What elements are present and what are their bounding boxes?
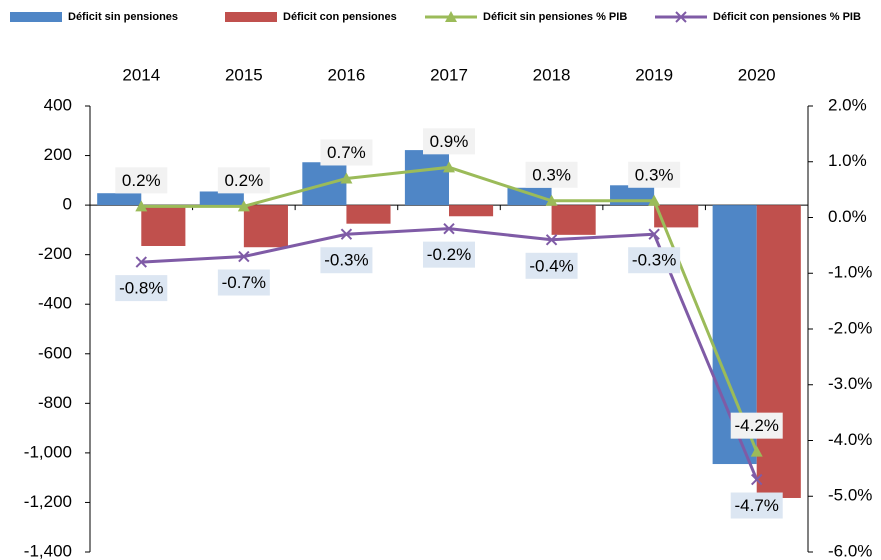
marker [443, 161, 455, 173]
y-tick-label: 0 [63, 195, 72, 214]
marker [340, 228, 353, 240]
y-tick-label: 400 [44, 95, 72, 114]
y2-tick-label: 0.0% [828, 207, 867, 226]
x-tick-label: 2014 [122, 65, 160, 84]
value-label: 0.7% [327, 143, 366, 162]
value-label-bg [320, 139, 373, 166]
value-label-bg [628, 161, 681, 188]
y-tick-label: -1,200 [24, 492, 72, 511]
value-label: 0.3% [532, 165, 571, 184]
x-tick-label: 2015 [225, 65, 263, 84]
y2-tick-label: -3.0% [828, 374, 872, 393]
value-label: -0.8% [119, 279, 163, 298]
y-tick-label: -1,000 [24, 442, 72, 461]
value-label-bg [730, 412, 783, 439]
y2-tick-label: 1.0% [828, 151, 867, 170]
value-label-bg [423, 128, 475, 155]
legend-swatch [225, 12, 277, 22]
x-tick-label: 2020 [738, 65, 776, 84]
legend-label: Déficit sin pensiones % PIB [483, 11, 627, 23]
value-label-bg [115, 167, 168, 194]
y2-tick-label: -6.0% [828, 541, 872, 560]
legend-marker [675, 11, 687, 23]
marker [135, 256, 147, 268]
value-label: -0.3% [632, 251, 676, 270]
value-label: 0.3% [635, 165, 674, 184]
bar [346, 205, 391, 224]
value-label: -0.7% [222, 273, 266, 292]
x-tick-label: 2017 [430, 65, 468, 84]
marker [340, 172, 353, 184]
value-label: 0.2% [122, 171, 161, 190]
y2-tick-label: -2.0% [828, 318, 872, 337]
y-tick-label: -800 [38, 393, 72, 412]
bar [97, 193, 142, 206]
bar [449, 205, 494, 217]
y-tick-label: 200 [44, 145, 72, 164]
marker [238, 250, 250, 263]
value-label-bg [628, 247, 681, 274]
legend-label: Déficit con pensiones [283, 11, 397, 23]
marker [443, 222, 455, 235]
marker [545, 194, 558, 206]
x-tick-label: 2016 [328, 65, 366, 84]
marker [751, 473, 763, 486]
value-label-bg [115, 275, 168, 302]
marker [545, 234, 558, 246]
bar [507, 187, 552, 206]
y-tick-label: -400 [38, 294, 72, 313]
marker [750, 445, 763, 457]
value-label: -4.7% [735, 496, 779, 515]
value-label-bg [730, 492, 783, 519]
marker [648, 194, 661, 206]
marker [648, 228, 660, 240]
value-label-bg [525, 161, 578, 188]
value-label-bg [217, 167, 270, 194]
bar [404, 150, 449, 206]
legend-marker [445, 11, 457, 22]
bar [243, 205, 288, 248]
value-label: -4.2% [735, 416, 779, 435]
y-tick-label: -600 [38, 343, 72, 362]
legend-swatch [10, 12, 62, 22]
marker [237, 200, 250, 212]
value-label-bg [217, 269, 270, 296]
y2-tick-label: 2.0% [828, 95, 867, 114]
value-label: 0.2% [224, 171, 263, 190]
bar [141, 205, 186, 246]
value-label: -0.3% [324, 251, 368, 270]
y2-tick-label: -5.0% [828, 486, 872, 505]
value-label: -0.2% [427, 245, 471, 264]
marker [135, 200, 148, 212]
value-label-bg [320, 247, 373, 274]
value-label-bg [423, 241, 475, 268]
bar [199, 191, 244, 206]
value-label: -0.4% [529, 256, 573, 275]
bar [551, 205, 596, 235]
y2-tick-label: -4.0% [828, 430, 872, 449]
x-tick-label: 2019 [635, 65, 673, 84]
y-tick-label: -200 [38, 244, 72, 263]
y2-tick-label: -1.0% [828, 263, 872, 282]
bar [654, 205, 699, 228]
bar [756, 205, 801, 498]
legend-label: Déficit con pensiones % PIB [713, 11, 861, 23]
x-tick-label: 2018 [533, 65, 571, 84]
value-label: 0.9% [430, 132, 469, 151]
value-label-bg [525, 252, 578, 279]
legend-label: Déficit sin pensiones [68, 11, 178, 23]
y-tick-label: -1,400 [24, 541, 72, 560]
